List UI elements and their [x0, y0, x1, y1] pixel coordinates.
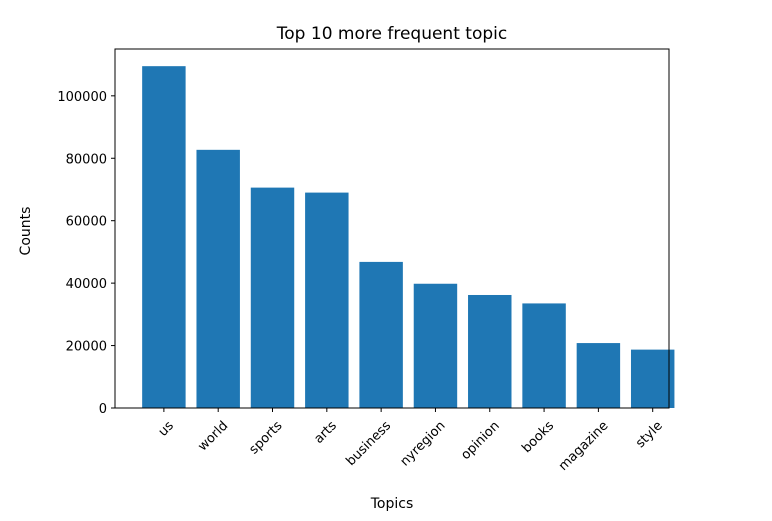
y-tick-label: 100000: [57, 90, 107, 105]
y-axis: 0 20000 40000 60000 80000 100000: [57, 90, 115, 417]
x-tick-label: world: [195, 418, 231, 454]
y-tick-label: 60000: [66, 215, 107, 230]
y-axis-title: Counts: [18, 207, 34, 256]
x-tick-label: sports: [247, 418, 286, 457]
x-tick-label: style: [633, 418, 666, 451]
x-tick-label: arts: [311, 418, 340, 447]
x-axis-title: Topics: [370, 496, 414, 512]
x-tick-label: opinion: [458, 418, 502, 462]
bar-world: [196, 149, 240, 408]
y-tick-label: 20000: [66, 340, 107, 355]
x-axis: us world sports arts business nyregion opinion…: [156, 408, 666, 474]
bar-arts: [305, 192, 349, 408]
bar-style: [630, 349, 675, 408]
x-tick-label: us: [156, 418, 177, 439]
bar-magazine: [576, 343, 621, 408]
bar-us: [142, 66, 186, 409]
x-tick-label: books: [519, 418, 557, 456]
plot-frame: [114, 48, 670, 409]
bar-opinion: [468, 294, 512, 408]
bar-business: [359, 261, 403, 408]
bar-sports: [250, 187, 295, 408]
y-tick-label: 40000: [66, 277, 107, 292]
x-tick-label: business: [344, 418, 395, 469]
bar-books: [522, 303, 566, 408]
bar-nyregion: [413, 283, 458, 408]
y-tick-label: 0: [99, 402, 107, 417]
chart-title: Top 10 more frequent topic: [276, 24, 507, 44]
y-tick-label: 80000: [66, 152, 107, 167]
bars-group: [142, 66, 675, 409]
x-tick-label: magazine: [556, 418, 612, 474]
x-tick-label: nyregion: [398, 418, 449, 469]
